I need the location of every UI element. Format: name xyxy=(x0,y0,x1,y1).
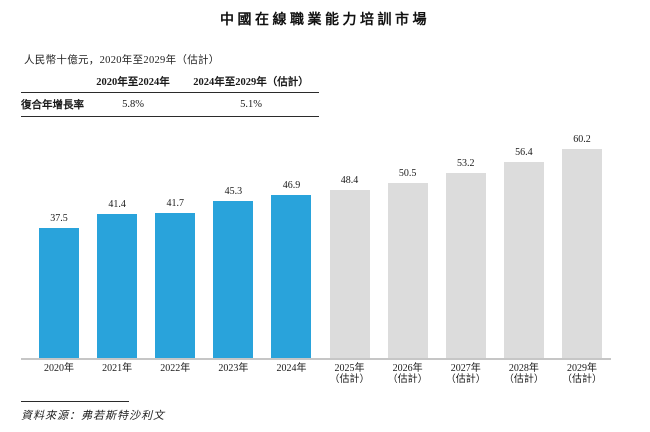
x-axis-label-2024年: 2024年 xyxy=(276,363,307,374)
x-axis-label-2020年: 2020年 xyxy=(44,363,74,374)
bar-group-2026年: 50.5 xyxy=(387,168,428,358)
bar-rect-actual xyxy=(155,213,196,358)
x-axis-label-2026年: 2026年 （估計） xyxy=(387,363,428,385)
cagr-table: 2020年至2024年 2024年至2029年（估計） 復合年增長率 5.8% … xyxy=(21,70,319,117)
x-axis-label-2022年: 2022年 xyxy=(160,363,191,374)
bar-rect-actual xyxy=(271,195,312,358)
x-axis-labels: 2020年 2021年 2022年 2023年 2024年 2025年 （估計） 2026年（… xyxy=(21,363,611,385)
bar-value-label: 37.5 xyxy=(50,213,68,224)
bar-group-2029年: 60.2 xyxy=(561,134,602,358)
bar-value-label: 41.4 xyxy=(108,199,126,210)
bar-group-2020年: 37.5 xyxy=(39,213,79,358)
bar-group-2024年: 46.9 xyxy=(271,180,312,358)
bar-value-label: 50.5 xyxy=(398,168,417,179)
cagr-header-period-1: 2020年至2024年 xyxy=(96,76,170,88)
bar-rect-actual xyxy=(97,214,138,358)
chart-subtitle: 人民幣十億元，2020年至2029年（估計） xyxy=(24,55,220,66)
bar-group-2027年: 53.2 xyxy=(445,158,486,358)
bar-value-label: 46.9 xyxy=(282,180,301,191)
x-axis-label-2023年: 2023年 xyxy=(218,363,249,374)
x-axis-label-2021年: 2021年 xyxy=(102,363,133,374)
bar-group-2021年: 41.4 xyxy=(97,199,138,358)
bar-rect-estimate xyxy=(387,183,428,358)
bar-chart-plot: 37.5 41.4 41.7 45.3 46.9 48.4 50.5 53.2 56.4 60.2 xyxy=(21,130,611,360)
source-text: 資料來源：弗若斯特沙利文 xyxy=(21,410,165,422)
cagr-header-period-2: 2024年至2029年（估計） xyxy=(193,76,309,88)
cagr-row-label: 復合年增長率 xyxy=(21,100,84,111)
bar-value-label: 60.2 xyxy=(573,134,591,145)
bar-rect-estimate xyxy=(561,149,602,358)
source-note: 資料來源：弗若斯特沙利文 xyxy=(21,401,321,423)
bar-group-2023年: 45.3 xyxy=(213,186,254,358)
bar-rect-estimate xyxy=(445,173,486,358)
bar-rect-actual xyxy=(39,228,79,358)
bar-group-2025年: 48.4 xyxy=(329,175,370,358)
cagr-table-header-row: 2020年至2024年 2024年至2029年（估計） xyxy=(21,70,319,93)
bar-rect-actual xyxy=(213,201,254,358)
cagr-table-data-row: 復合年增長率 5.8% 5.1% xyxy=(21,93,319,117)
bar-rect-estimate xyxy=(329,190,370,358)
x-axis-label-2028年: 2028年 （估計） xyxy=(503,363,544,385)
bar-group-2028年: 56.4 xyxy=(503,147,544,358)
x-axis-label-2025年: 2025年 （估計） xyxy=(329,363,370,385)
x-axis-label-2027年: 2027年 （估計） xyxy=(445,363,486,385)
bar-value-label: 53.2 xyxy=(457,158,475,169)
bar-value-label: 45.3 xyxy=(224,186,243,197)
bar-group-2022年: 41.7 xyxy=(155,198,196,358)
bar-rect-estimate xyxy=(503,162,544,358)
bar-value-label: 48.4 xyxy=(340,175,359,186)
bar-value-label: 41.7 xyxy=(166,198,184,209)
cagr-value-1: 5.8% xyxy=(122,99,144,110)
source-divider xyxy=(21,401,129,402)
chart-title: 中國在線職業能力培訓市場 xyxy=(220,13,430,28)
x-axis-label-2029年: 2029年 （估計） xyxy=(561,363,602,385)
cagr-value-2: 5.1% xyxy=(240,99,262,110)
bar-value-label: 56.4 xyxy=(515,147,533,158)
